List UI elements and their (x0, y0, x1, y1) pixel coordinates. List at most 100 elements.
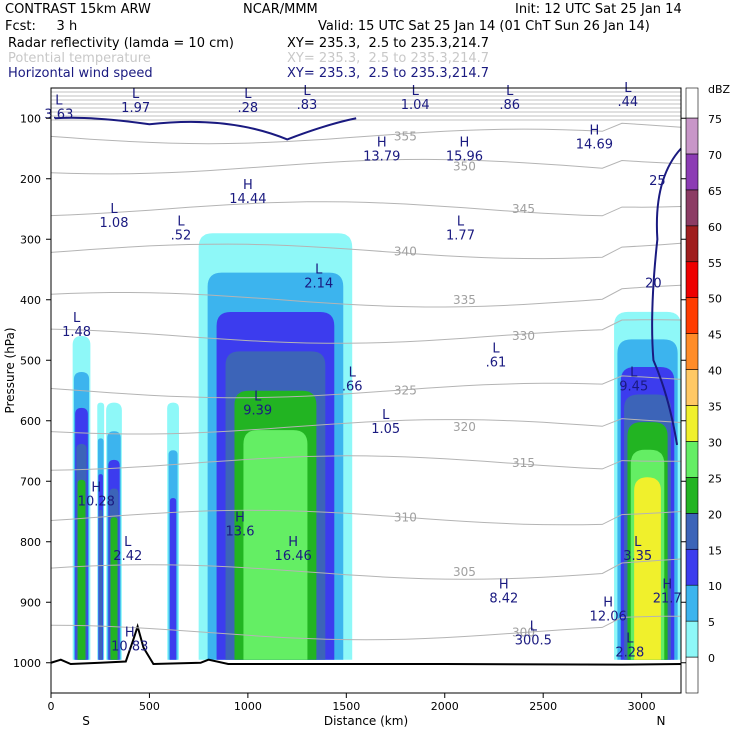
wind-extremum-letter: H (662, 577, 672, 592)
theta-contour-label: 340 (394, 244, 417, 258)
colorbar-label: 40 (708, 365, 722, 378)
wind-extremum-letter: L (626, 632, 634, 647)
field-xy-theta: XY= 235.3, 2.5 to 235.3,214.7 (287, 51, 490, 66)
wind-extremum-letter: L (177, 214, 185, 229)
theta-contours-layer: 355 350 345 340 335 330 325 320 315 310 305 300 (50, 91, 682, 641)
y-tick-label: 900 (20, 596, 41, 609)
wind-extremum-value: 1.08 (100, 216, 129, 231)
x-tick-label: 0 (48, 700, 55, 713)
colorbar-swatch (685, 225, 699, 263)
colorbar-label: 65 (708, 185, 722, 198)
wind-extremum-letter: L (124, 535, 132, 550)
colorbar-swatch (685, 656, 699, 694)
axes-layer: 100 200 300 400 500 600 700 800 900 1000 0 500 1000 1… (3, 87, 686, 728)
wind-extremum-value: 2.42 (113, 549, 142, 564)
x-tick-label: 500 (139, 700, 160, 713)
wind-extremum-letter: L (630, 366, 638, 381)
theta-contour-label: 315 (512, 456, 535, 470)
y-tick-label: 1000 (13, 657, 41, 670)
colorbar-swatch (685, 297, 699, 334)
x-axis-label: Distance (km) (324, 714, 408, 728)
wind-extremum-letter: H (460, 136, 470, 151)
y-tick-label: 100 (20, 112, 41, 125)
theta-contour (50, 615, 682, 641)
y-tick-label: 800 (20, 536, 41, 549)
colorbar-swatch (685, 369, 699, 406)
theta-contour (50, 319, 682, 344)
theta-contour-label: 305 (453, 565, 476, 579)
field-xy-wind: XY= 235.3, 2.5 to 235.3,214.7 (287, 66, 490, 81)
wind-extremum-value: .86 (499, 98, 520, 113)
wind-extremum-letter: L (349, 366, 357, 381)
reflectivity-cell (99, 509, 103, 660)
reflectivity-cell (243, 430, 308, 660)
wind-extremum-letter: L (634, 535, 642, 550)
colorbar-label: 20 (708, 508, 722, 521)
wind-extrema-layer: L3.63L1.97L.28L.83L1.04L.86L.44H14.69H13… (44, 81, 681, 661)
colorbar-label: 55 (708, 257, 722, 270)
wind-contour (54, 116, 357, 141)
colorbar-swatch (685, 477, 699, 514)
colorbar-label: 5 (708, 616, 715, 629)
wind-extremum-value: 1.77 (446, 228, 475, 243)
colorbar-swatch (685, 513, 699, 550)
wind-extremum-value: 1.05 (371, 422, 400, 437)
wind-contour-label: 25 (649, 174, 666, 189)
field-xy-reflectivity: XY= 235.3, 2.5 to 235.3,214.7 (287, 36, 490, 51)
colorbar-swatch (685, 405, 699, 442)
x-end-label-north: N (657, 714, 666, 728)
theta-contour (50, 509, 682, 526)
colorbar-label: 0 (708, 652, 715, 665)
theta-contour (50, 375, 682, 399)
theta-contour (50, 455, 682, 471)
theta-contour-label: 320 (453, 420, 476, 434)
reflectivity-layer (72, 233, 681, 660)
wind-extremum-value: 10.83 (111, 640, 148, 655)
theta-contour-label: 355 (394, 129, 417, 143)
wind-extremum-value: 10.28 (78, 494, 115, 509)
wind-extremum-letter: H (377, 136, 387, 151)
forecast-hour: Fcst: 3 h (5, 19, 78, 34)
theta-contour-label: 330 (512, 329, 535, 343)
x-tick-label: 2000 (431, 700, 459, 713)
wind-extremum-value: 21.7 (653, 591, 682, 606)
theta-contour (50, 558, 682, 580)
y-tick-label: 600 (20, 415, 41, 428)
wind-extremum-value: 1.97 (121, 101, 150, 116)
colorbar-swatch (685, 441, 699, 478)
wind-extremum-letter: L (492, 341, 500, 356)
y-tick-label: 500 (20, 354, 41, 367)
wind-extremum-letter: L (132, 87, 140, 102)
wind-extremum-letter: L (530, 620, 538, 635)
theta-contour (50, 418, 682, 435)
wind-extremum-value: .83 (297, 98, 318, 113)
wind-extremum-value: .44 (618, 95, 639, 110)
x-end-label-south: S (82, 714, 90, 728)
plot-frame (50, 87, 682, 694)
wind-extremum-letter: L (110, 202, 118, 217)
wind-extremum-value: 9.45 (619, 380, 648, 395)
wind-extremum-value: .61 (486, 355, 507, 370)
terrain-line (50, 623, 682, 666)
wind-extremum-value: 300.5 (515, 634, 552, 649)
wind-extremum-letter: H (499, 577, 509, 592)
wind-extremum-letter: L (73, 311, 81, 326)
reflectivity-cell (110, 517, 118, 660)
wind-contours-layer: 25 20 (54, 116, 682, 446)
colorbar-swatch (685, 189, 699, 227)
wind-extremum-letter: H (243, 178, 253, 193)
wind-extremum-letter: L (382, 408, 390, 423)
wind-contour-label: 20 (645, 277, 662, 292)
colorbar-label: 70 (708, 149, 722, 162)
wind-extremum-value: 15.96 (446, 150, 483, 165)
wind-extremum-value: 13.79 (363, 150, 400, 165)
theta-contour (50, 201, 682, 217)
wind-extremum-value: 14.69 (576, 138, 613, 153)
theta-contour-label: 310 (394, 511, 417, 525)
wind-extremum-value: 14.44 (229, 192, 266, 207)
colorbar-label: 45 (708, 329, 722, 342)
colorbar: 0 5 10 15 20 25 30 35 40 45 50 55 60 65 70 75 dBZ (685, 83, 731, 694)
colorbar-label: 15 (708, 544, 722, 557)
colorbar-top-cap (685, 87, 699, 119)
